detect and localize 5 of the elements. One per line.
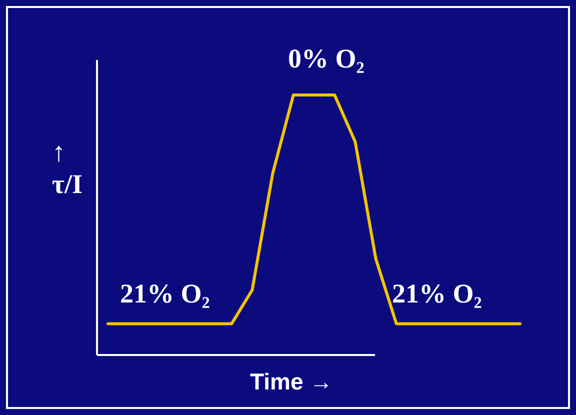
annotation: 21% O₂ xyxy=(392,278,482,308)
annotation: 21% O₂ xyxy=(120,278,210,308)
x-axis-title: Time → xyxy=(250,368,333,394)
y-axis-title: ↑ τ/I xyxy=(52,137,82,199)
text: 0% O₂ xyxy=(288,44,364,74)
